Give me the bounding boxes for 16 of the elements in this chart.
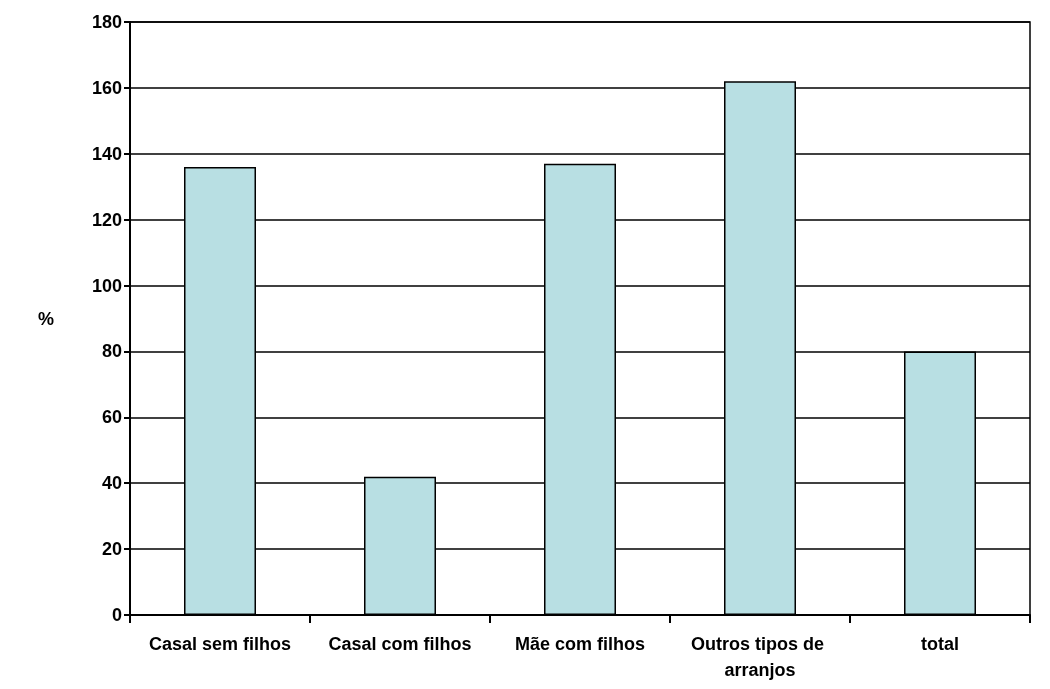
y-tick-label: 60	[101, 407, 122, 428]
x-tick-label: Outros tipos de arranjos	[690, 634, 830, 680]
y-tick-label: 160	[91, 77, 122, 98]
y-tick-label: 20	[101, 539, 122, 560]
x-tick-label: Mãe com filhos	[514, 634, 646, 654]
x-tick-label: total	[921, 634, 959, 654]
y-axis-title: %	[38, 309, 55, 329]
y-tick-label: 120	[91, 209, 122, 230]
y-tick-label: 100	[91, 275, 122, 296]
y-tick-label: 0	[111, 605, 122, 625]
y-tick-label: 40	[101, 473, 122, 494]
x-tick-label: Casal com filhos	[328, 634, 472, 654]
y-tick-label: 140	[91, 143, 122, 164]
y-tick-label: 80	[101, 341, 122, 362]
y-tick-label: 180	[91, 12, 122, 32]
x-tick-label: Casal sem filhos	[148, 634, 292, 654]
